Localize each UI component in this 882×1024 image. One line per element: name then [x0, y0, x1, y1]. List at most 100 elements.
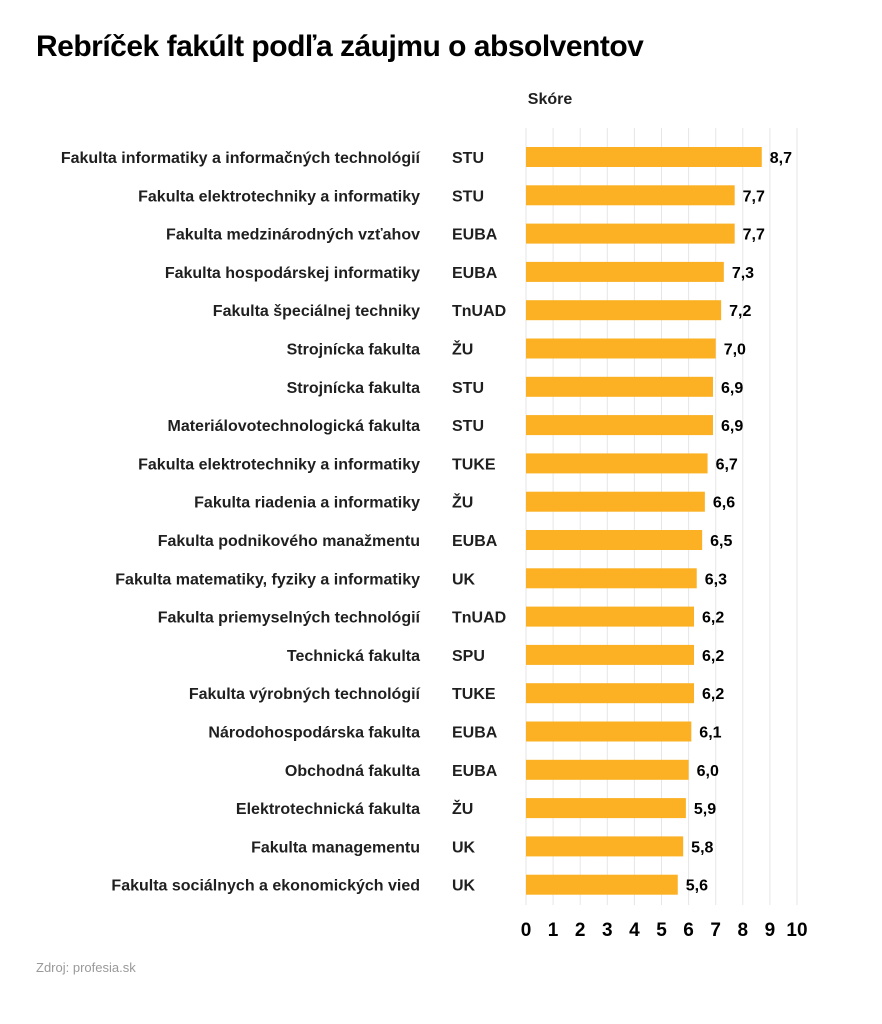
value-label: 6,3 [705, 571, 727, 588]
faculty-label: Fakulta podnikového manažmentu [158, 533, 420, 550]
faculty-label: Fakulta sociálnych a ekonomických vied [111, 878, 420, 895]
bar [526, 836, 684, 857]
value-label: 6,9 [721, 380, 743, 397]
bar [526, 530, 703, 550]
university-label: ŽU [452, 340, 473, 359]
chart-row: Fakulta elektrotechniky a informatiky TUK… [138, 453, 738, 474]
gridlines [525, 128, 798, 905]
bar [526, 147, 762, 167]
bar [526, 300, 722, 321]
university-label: UK [452, 839, 476, 856]
chart-row: Fakulta špeciálnej techniky TnUAD 7,2 [213, 300, 751, 321]
faculty-label: Strojnícka fakulta [287, 342, 420, 359]
value-label: 7,7 [743, 188, 765, 205]
chart-row: Fakulta matematiky, fyziky a informatiky… [115, 568, 727, 589]
x-tick-label: 2 [575, 920, 586, 941]
value-label: 6,0 [697, 763, 719, 780]
x-axis-ticks: 0 1 2 3 4 5 6 7 8 9 10 [521, 920, 808, 941]
value-label: 8,7 [770, 150, 792, 167]
x-tick-label: 6 [683, 920, 694, 941]
faculty-label: Elektrotechnická fakulta [236, 801, 420, 818]
chart-row: Národohospodárska fakulta EUBA 6,1 [208, 721, 722, 742]
bar [526, 874, 678, 895]
x-tick-label: 4 [629, 920, 640, 941]
value-label: 7,0 [724, 342, 746, 359]
chart-title: Rebríček fakúlt podľa záujmu o absolvent… [36, 30, 644, 63]
x-tick-label: 8 [738, 920, 749, 941]
bar [526, 338, 716, 359]
faculty-label: Fakulta výrobných technológií [189, 686, 421, 703]
x-tick-label: 5 [656, 920, 667, 941]
chart-row: Strojnícka fakulta STU 6,9 [287, 376, 743, 397]
chart-row: Fakulta managementu UK 5,8 [251, 836, 714, 857]
chart-rows: Fakulta informatiky a informačných techn… [61, 147, 792, 895]
value-label: 5,8 [691, 839, 713, 856]
chart-row: Fakulta hospodárskej informatiky EUBA 7,3 [165, 261, 754, 282]
x-tick-label: 0 [521, 920, 532, 941]
chart-row: Fakulta sociálnych a ekonomických vied UK… [111, 874, 708, 895]
bar [526, 261, 724, 282]
value-label: 6,1 [699, 725, 721, 742]
chart-row: Fakulta výrobných technológií TUKE 6,2 [189, 683, 724, 704]
university-label: EUBA [452, 227, 498, 244]
university-label: EUBA [452, 265, 498, 282]
university-label: STU [452, 150, 484, 167]
value-label: 6,6 [713, 495, 735, 512]
faculty-label: Fakulta riadenia a informatiky [194, 495, 420, 512]
bar [526, 568, 697, 589]
faculty-label: Fakulta elektrotechniky a informatiky [138, 456, 420, 473]
bar [526, 683, 695, 704]
source-note: Zdroj: profesia.sk [36, 960, 136, 975]
chart-row: Fakulta elektrotechniky a informatiky STU… [138, 185, 765, 206]
university-label: UK [452, 571, 476, 588]
value-label: 6,2 [702, 610, 724, 627]
bar [526, 644, 695, 665]
chart-row: Materiálovotechnologická fakulta STU 6,9 [167, 415, 743, 436]
university-label: ŽU [452, 799, 473, 818]
x-tick-label: 7 [710, 920, 721, 941]
university-label: TnUAD [452, 610, 506, 627]
value-label: 5,9 [694, 801, 716, 818]
bar [526, 759, 689, 780]
bar [526, 223, 735, 244]
x-tick-label: 3 [602, 920, 613, 941]
faculty-label: Fakulta matematiky, fyziky a informatiky [115, 571, 420, 588]
x-tick-label: 1 [548, 920, 559, 941]
faculty-label: Materiálovotechnologická fakulta [167, 418, 420, 435]
university-label: UK [452, 878, 476, 895]
chart-row: Elektrotechnická fakulta ŽU 5,9 [236, 798, 716, 819]
university-label: EUBA [452, 725, 498, 742]
value-label: 7,7 [743, 227, 765, 244]
x-tick-label: 10 [786, 920, 807, 941]
value-label: 6,2 [702, 686, 724, 703]
university-label: EUBA [452, 533, 498, 550]
university-label: STU [452, 380, 484, 397]
score-axis-title: Skóre [528, 91, 573, 108]
bar [526, 606, 695, 627]
university-label: ŽU [452, 493, 473, 512]
university-label: TUKE [452, 686, 496, 703]
bar [526, 491, 705, 512]
value-label: 5,6 [686, 878, 708, 895]
value-label: 7,2 [729, 303, 751, 320]
faculty-label: Strojnícka fakulta [287, 380, 420, 397]
faculty-label: Fakulta priemyselných technológií [158, 610, 421, 627]
chart-row: Obchodná fakulta EUBA 6,0 [285, 759, 719, 780]
value-label: 6,5 [710, 533, 732, 550]
bar [526, 453, 708, 474]
chart-row: Strojnícka fakulta ŽU 7,0 [287, 338, 746, 359]
bar [526, 721, 692, 742]
chart-row: Fakulta medzinárodných vzťahov EUBA 7,7 [166, 223, 765, 244]
university-label: TUKE [452, 456, 496, 473]
chart-row: Fakulta podnikového manažmentu EUBA 6,5 [158, 530, 732, 550]
faculty-label: Technická fakulta [287, 648, 420, 665]
value-label: 6,2 [702, 648, 724, 665]
university-label: EUBA [452, 763, 498, 780]
faculty-label: Fakulta medzinárodných vzťahov [166, 227, 420, 244]
faculty-label: Fakulta elektrotechniky a informatiky [138, 188, 420, 205]
university-label: STU [452, 418, 484, 435]
value-label: 6,9 [721, 418, 743, 435]
faculty-label: Národohospodárska fakulta [208, 725, 420, 742]
bar [526, 185, 735, 206]
